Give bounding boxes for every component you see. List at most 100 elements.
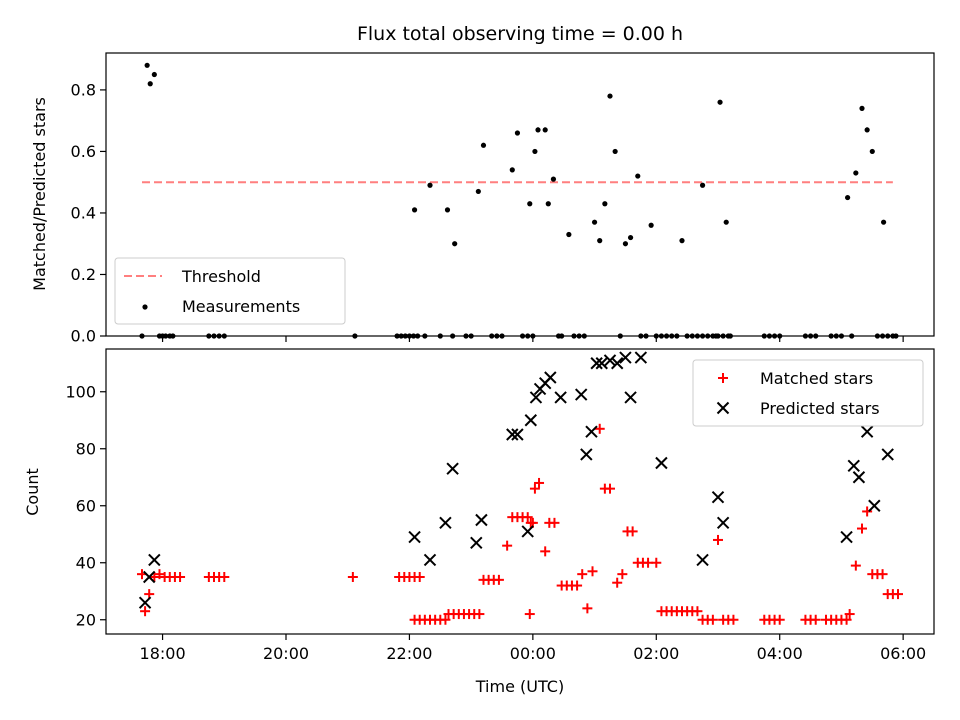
measurement-point <box>211 333 217 339</box>
x-b <box>624 391 637 404</box>
predicted-star-point <box>590 357 603 370</box>
measurement-point <box>163 333 169 339</box>
x-b <box>439 516 452 530</box>
measurement-point <box>535 127 541 133</box>
x-b <box>619 351 632 364</box>
matched-star-point <box>651 557 662 568</box>
top-y-axis-label: Matched/Predicted stars <box>30 97 49 291</box>
matched-star-point <box>529 483 540 494</box>
predicted-star-point <box>470 536 483 550</box>
legend-predicted-swatch <box>716 401 730 415</box>
measurement-point <box>727 333 733 339</box>
matched-star-point <box>774 614 785 625</box>
measurement-point <box>480 142 487 148</box>
matched-star-point <box>810 614 821 625</box>
measurement-point <box>679 238 685 244</box>
matched-star-point <box>414 572 425 582</box>
predicted-star-point <box>603 354 617 367</box>
legend-measurement-swatch <box>142 304 148 310</box>
measurement-point <box>545 201 551 207</box>
measurement-point <box>494 333 500 339</box>
matched-star-point <box>707 614 718 625</box>
predicted-star-point <box>860 425 874 438</box>
predicted-star-point <box>881 448 894 461</box>
measurement-point <box>617 333 623 339</box>
measurement-point <box>514 130 521 136</box>
legend-threshold-label: Threshold <box>181 267 261 286</box>
measurement-point <box>622 241 629 247</box>
measurement-point <box>444 207 451 213</box>
matched-star-point <box>893 589 903 600</box>
measurement-point <box>828 333 834 339</box>
x-b <box>696 553 709 567</box>
measurement-point <box>597 238 603 244</box>
y-tick-label: 40 <box>76 553 96 572</box>
x-b <box>860 425 874 438</box>
measurement-point <box>813 333 819 339</box>
x-b <box>716 516 730 530</box>
x-b <box>475 513 488 527</box>
measurement-point <box>833 333 839 339</box>
x-tick-label: 20:00 <box>263 644 309 663</box>
x-tick-label: 02:00 <box>633 644 679 663</box>
measurement-point <box>653 333 659 339</box>
y-tick-label: 60 <box>76 496 96 515</box>
predicted-star-point <box>624 391 637 404</box>
measurement-point <box>532 148 538 155</box>
measurement-point <box>807 333 814 339</box>
matched-star-point <box>534 477 545 488</box>
measurement-point <box>406 333 413 339</box>
predicted-star-point <box>521 525 534 538</box>
measurement-point <box>489 333 495 339</box>
x-tick-label: 04:00 <box>757 644 803 663</box>
measurement-point <box>151 71 157 78</box>
measurement-point <box>699 182 706 188</box>
x-tick-label: 18:00 <box>140 644 186 663</box>
matched-star-point <box>474 609 485 620</box>
x-b <box>634 351 648 364</box>
y-tick-label: 100 <box>65 382 96 401</box>
measurement-point <box>669 333 675 339</box>
matched-star-point <box>612 577 623 588</box>
measurement-point <box>612 148 618 155</box>
predicted-star-point <box>655 456 668 470</box>
measurement-point <box>450 333 456 339</box>
x-b <box>524 414 538 427</box>
x-b <box>446 462 459 475</box>
x-b <box>881 448 894 461</box>
x-b <box>554 391 567 404</box>
bottom-panel: 20 40 60 80 100 18:00 20:00 22:00 00:00 02:00 04:0… <box>65 348 935 663</box>
measurement-point <box>893 333 899 339</box>
x-b <box>840 530 853 544</box>
y-tick-label: 0.8 <box>71 80 96 99</box>
measurement-point <box>761 333 767 339</box>
matched-star-point <box>862 506 873 517</box>
matched-star-point <box>594 423 605 434</box>
x-b <box>408 530 421 544</box>
matched-star-point <box>841 614 852 625</box>
x-b <box>574 388 588 401</box>
measurement-point <box>602 201 608 207</box>
measurement-point <box>216 333 222 339</box>
measurement-point <box>410 333 417 339</box>
measurement-point <box>422 333 428 339</box>
predicted-star-point <box>868 499 881 512</box>
matched-star-point <box>549 517 560 528</box>
predicted-star-point <box>529 391 543 404</box>
predicted-star-point <box>580 448 593 461</box>
legend-matched-label: Matched stars <box>760 369 873 388</box>
measurement-point <box>643 333 649 339</box>
x-b <box>544 371 557 384</box>
plot-frame <box>105 348 935 635</box>
measurement-point <box>437 333 443 339</box>
x-b <box>148 553 161 567</box>
measurement-point <box>879 333 886 339</box>
measurement-point <box>581 333 587 339</box>
x-b <box>529 391 543 404</box>
measurement-point <box>881 219 887 225</box>
legend-box <box>114 257 346 325</box>
chart-title: Flux total observing time = 0.00 h <box>357 23 683 45</box>
matched-star-point <box>149 572 160 582</box>
measurement-point <box>859 105 865 111</box>
